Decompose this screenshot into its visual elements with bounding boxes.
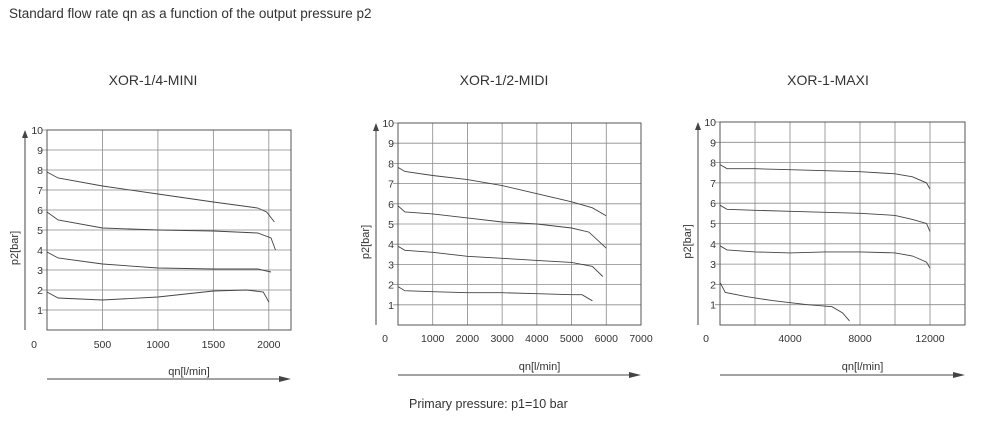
y-tick-label: 1 xyxy=(37,305,43,317)
series-line-1 xyxy=(397,167,607,217)
series-line-2 xyxy=(46,211,276,251)
x-tick-label: 5000 xyxy=(560,333,584,345)
y-axis-label: p2[bar] xyxy=(9,231,21,265)
primary-pressure-note: Primary pressure: p1=10 bar xyxy=(409,397,568,411)
series-line-2 xyxy=(719,204,931,232)
y-tick-label: 10 xyxy=(704,117,716,129)
series-line-3 xyxy=(719,245,931,269)
page-title: Standard flow rate qn as a function of t… xyxy=(9,6,372,21)
x-tick-label: 3000 xyxy=(490,333,514,345)
y-axis-label: p2[bar] xyxy=(360,225,372,259)
y-tick-label: 4 xyxy=(710,239,716,251)
y-tick-label: 4 xyxy=(388,239,394,251)
y-tick-label: 1 xyxy=(388,300,394,312)
y-tick-label: 9 xyxy=(37,145,43,157)
x-axis-arrowhead xyxy=(279,376,291,382)
x-tick-label: 4000 xyxy=(778,333,802,345)
series-line-4 xyxy=(46,289,270,303)
chart-1: XOR-1/4-MINI 1 2 3 4 5 6 7 8 9 10 500 1000 1500 2000 0 p… xyxy=(9,72,292,382)
series-line-3 xyxy=(397,245,604,277)
y-tick-label: 10 xyxy=(382,118,394,130)
y-tick-label: 7 xyxy=(37,185,43,197)
plot-frame xyxy=(46,129,292,331)
series-line-4 xyxy=(719,282,850,322)
x-axis-label: qn[l/min] xyxy=(842,361,884,373)
y-tick-label: 8 xyxy=(37,165,43,177)
x-origin-label: 0 xyxy=(382,333,388,345)
x-tick-label: 6000 xyxy=(595,333,619,345)
y-axis-arrowhead xyxy=(22,130,28,138)
chart-3: XOR-1-MAXI 1 2 3 4 5 6 7 8 9 10 4000 8000 12000 0 p2[ba… xyxy=(682,72,966,378)
chart-title: XOR-1-MAXI xyxy=(787,72,869,88)
x-axis-label: qn[l/min] xyxy=(168,366,210,378)
x-origin-label: 0 xyxy=(703,333,709,345)
y-axis-label: p2[bar] xyxy=(682,224,694,258)
series-line-4 xyxy=(397,286,593,302)
plot-frame xyxy=(397,122,642,326)
y-tick-label: 2 xyxy=(710,279,716,291)
x-axis-label: qn[l/min] xyxy=(519,361,561,373)
x-tick-label: 7000 xyxy=(629,333,653,345)
x-tick-label: 1000 xyxy=(146,339,170,351)
y-tick-label: 9 xyxy=(710,137,716,149)
series-line-1 xyxy=(46,171,275,223)
x-tick-label: 1000 xyxy=(421,333,445,345)
y-tick-label: 6 xyxy=(388,199,394,211)
y-tick-label: 8 xyxy=(388,158,394,170)
chart-2: XOR-1/2-MIDI 1 2 3 4 5 6 7 8 9 10 1000 2000 3000 4000 5… xyxy=(360,72,653,378)
plot-frame xyxy=(719,121,966,326)
series-line-3 xyxy=(46,251,272,273)
x-tick-label: 4000 xyxy=(525,333,549,345)
y-tick-label: 3 xyxy=(710,259,716,271)
x-axis-arrowhead xyxy=(953,372,965,378)
x-tick-label: 12000 xyxy=(915,333,944,345)
series-line-1 xyxy=(719,164,931,190)
y-tick-label: 8 xyxy=(710,158,716,170)
y-tick-label: 5 xyxy=(710,219,716,231)
x-tick-label: 2000 xyxy=(456,333,480,345)
chart-title: XOR-1/4-MINI xyxy=(109,72,198,88)
chart-title: XOR-1/2-MIDI xyxy=(460,72,549,88)
y-tick-label: 7 xyxy=(388,179,394,191)
x-axis-arrowhead xyxy=(629,372,641,378)
y-tick-label: 5 xyxy=(37,225,43,237)
y-tick-label: 2 xyxy=(388,280,394,292)
y-tick-label: 1 xyxy=(710,300,716,312)
y-tick-label: 2 xyxy=(37,285,43,297)
y-tick-label: 6 xyxy=(710,198,716,210)
x-tick-label: 1500 xyxy=(202,339,226,351)
series-line-2 xyxy=(397,205,607,249)
y-tick-label: 10 xyxy=(31,125,43,137)
y-tick-label: 4 xyxy=(37,245,43,257)
y-axis-arrowhead xyxy=(373,123,379,131)
y-tick-label: 3 xyxy=(37,265,43,277)
y-tick-label: 6 xyxy=(37,205,43,217)
x-tick-label: 500 xyxy=(94,339,112,351)
y-tick-label: 3 xyxy=(388,259,394,271)
y-tick-label: 9 xyxy=(388,138,394,150)
x-tick-label: 2000 xyxy=(257,339,281,351)
y-tick-label: 5 xyxy=(388,219,394,231)
y-tick-label: 7 xyxy=(710,178,716,190)
x-origin-label: 0 xyxy=(31,339,37,351)
x-tick-label: 8000 xyxy=(848,333,872,345)
y-axis-arrowhead xyxy=(695,122,701,130)
